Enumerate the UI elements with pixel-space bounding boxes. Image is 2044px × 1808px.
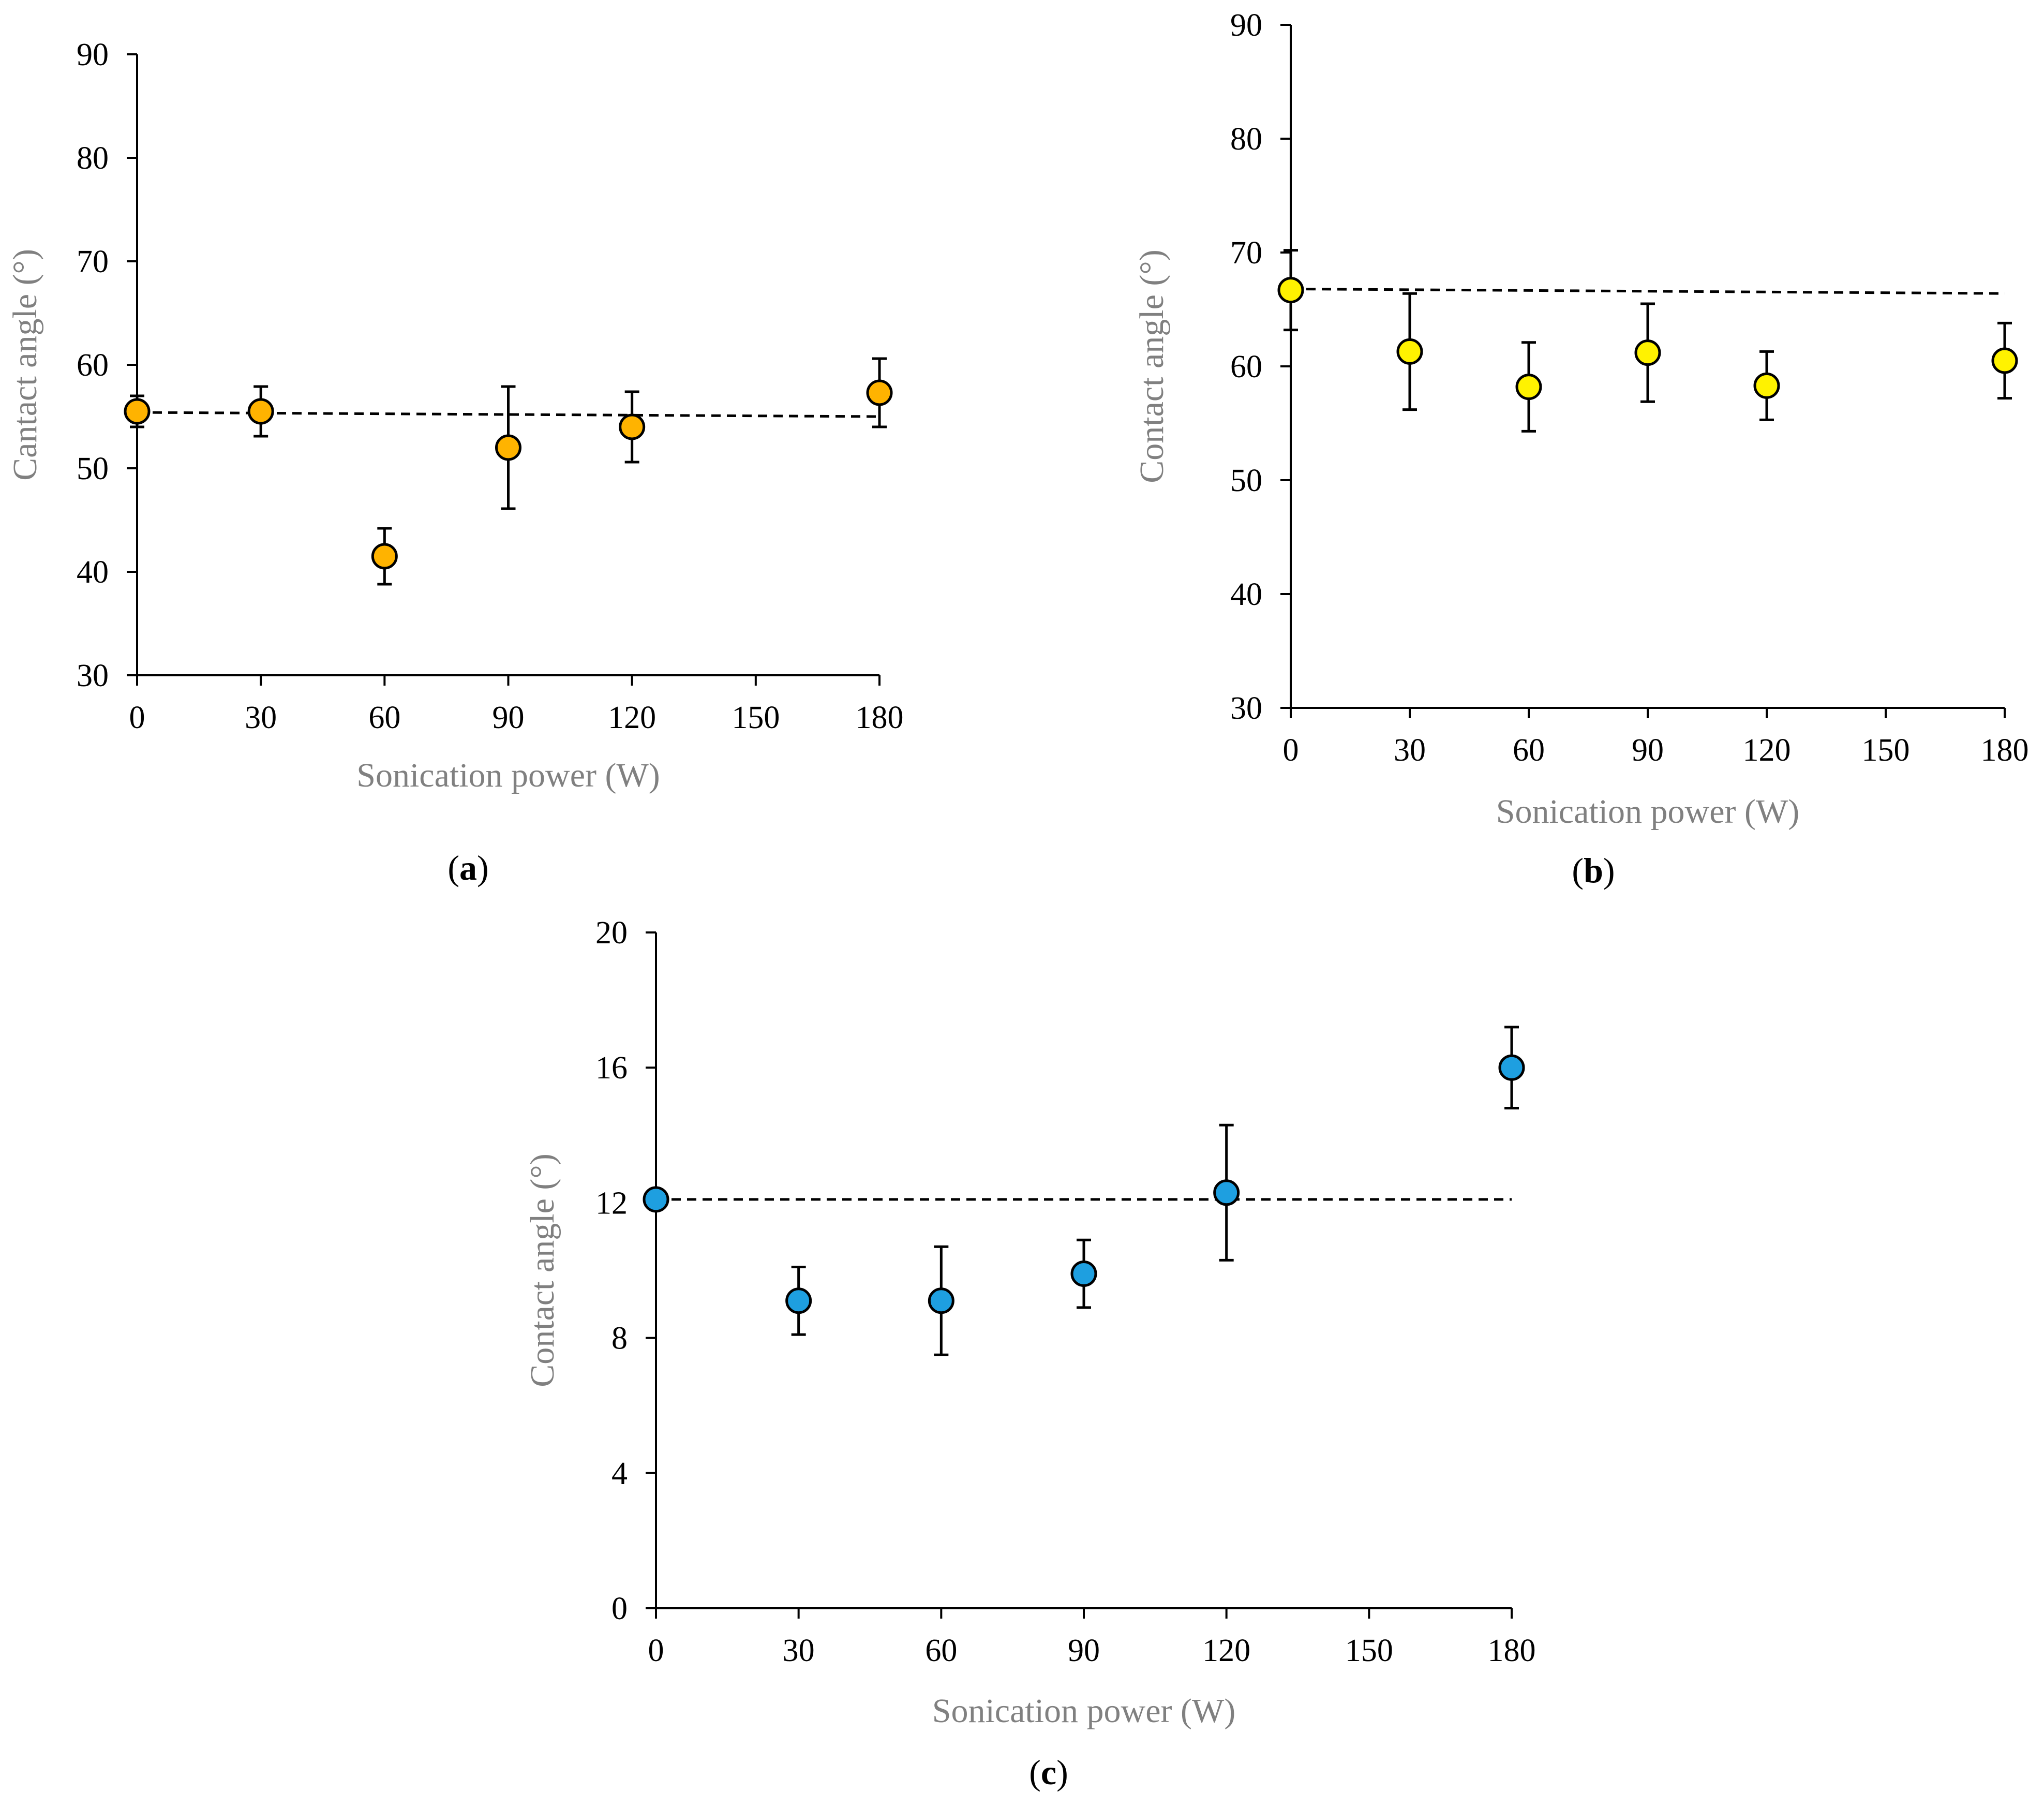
x-tick-label: 150 — [1862, 733, 1910, 768]
x-tick-label: 90 — [493, 700, 525, 735]
y-tick-label: 70 — [1230, 235, 1262, 271]
data-point — [1396, 338, 1423, 365]
y-tick-label: 40 — [77, 555, 109, 590]
x-tick-label: 150 — [732, 700, 780, 735]
data-point — [643, 1186, 669, 1213]
data-point — [785, 1287, 812, 1314]
data-point — [1070, 1261, 1097, 1287]
panel-label-letter: c — [1041, 1753, 1056, 1792]
chart-panel-a: 30 40 50 60 70 80 90 0 30 60 90 120 150 180 Sonication… — [6, 37, 904, 887]
y-axis-title: Cantact angle (°) — [6, 249, 44, 481]
x-tick-label: 60 — [368, 700, 400, 735]
x-tick-label: 0 — [648, 1633, 664, 1668]
y-tick-label: 30 — [1230, 691, 1262, 726]
panel-label-letter: a — [459, 848, 477, 887]
y-tick-label: 4 — [611, 1456, 628, 1491]
x-tick-label: 120 — [1202, 1633, 1250, 1668]
y-tick-label: 70 — [77, 244, 109, 279]
data-point — [1277, 277, 1304, 304]
panel-label: (a) — [447, 848, 488, 887]
x-axis-title: Sonication power (W) — [1496, 793, 1800, 831]
x-tick-label: 120 — [1743, 733, 1791, 768]
panel-label: (c) — [1029, 1753, 1068, 1792]
trend-line — [1290, 287, 2005, 295]
x-tick-label: 60 — [1513, 733, 1545, 768]
chart-panel-b: 30 40 50 60 70 80 90 0 30 60 90 120 150 180 Sonication… — [1133, 8, 2029, 890]
x-tick-label: 30 — [245, 700, 277, 735]
panel-label-letter: b — [1584, 851, 1603, 890]
y-tick-label: 60 — [1230, 349, 1262, 384]
data-point — [1991, 347, 2018, 374]
y-tick-label: 16 — [595, 1050, 628, 1086]
data-point — [1515, 374, 1542, 401]
y-tick-label: 40 — [1230, 577, 1262, 612]
x-tick-label: 0 — [1283, 733, 1299, 768]
x-tick-label: 180 — [1981, 733, 2029, 768]
y-tick-label: 30 — [77, 658, 109, 693]
x-tick-label: 180 — [856, 700, 904, 735]
y-tick-label: 50 — [77, 451, 109, 486]
y-tick-label: 60 — [77, 348, 109, 383]
x-tick-label: 30 — [1394, 733, 1426, 768]
y-tick-label: 50 — [1230, 463, 1262, 498]
y-tick-label: 90 — [1230, 8, 1262, 43]
data-point — [247, 398, 274, 425]
x-tick-label: 90 — [1068, 1633, 1100, 1668]
data-point — [1498, 1054, 1525, 1081]
data-point — [619, 413, 646, 440]
y-axis-title: Contact angle (°) — [524, 1153, 561, 1387]
x-tick-label: 0 — [129, 700, 145, 735]
x-tick-label: 90 — [1632, 733, 1664, 768]
data-point — [495, 434, 521, 461]
x-tick-label: 150 — [1345, 1633, 1393, 1668]
data-point — [371, 543, 398, 570]
chart-panel-c: 0 4 8 12 16 20 0 30 60 90 120 150 180 Sonication powe… — [524, 915, 1536, 1792]
y-tick-label: 12 — [595, 1185, 628, 1221]
data-point — [928, 1287, 954, 1314]
y-tick-label: 0 — [611, 1591, 628, 1626]
x-tick-label: 30 — [783, 1633, 815, 1668]
x-axis-title: Sonication power (W) — [932, 1692, 1236, 1730]
y-tick-label: 80 — [1230, 122, 1262, 157]
data-point — [124, 398, 151, 425]
y-tick-label: 8 — [611, 1321, 628, 1356]
panel-label: (b) — [1572, 851, 1615, 890]
y-axis-title: Contact angle (°) — [1133, 249, 1171, 483]
x-axis-title: Sonication power (W) — [356, 757, 660, 794]
y-tick-label: 20 — [595, 915, 628, 951]
data-point — [1753, 372, 1780, 399]
y-tick-label: 90 — [77, 37, 109, 72]
data-point — [866, 379, 893, 406]
x-tick-label: 60 — [925, 1633, 957, 1668]
data-point — [1634, 339, 1661, 366]
y-tick-label: 80 — [77, 141, 109, 176]
x-tick-label: 180 — [1488, 1633, 1536, 1668]
x-tick-label: 120 — [608, 700, 656, 735]
data-point — [1213, 1179, 1240, 1206]
